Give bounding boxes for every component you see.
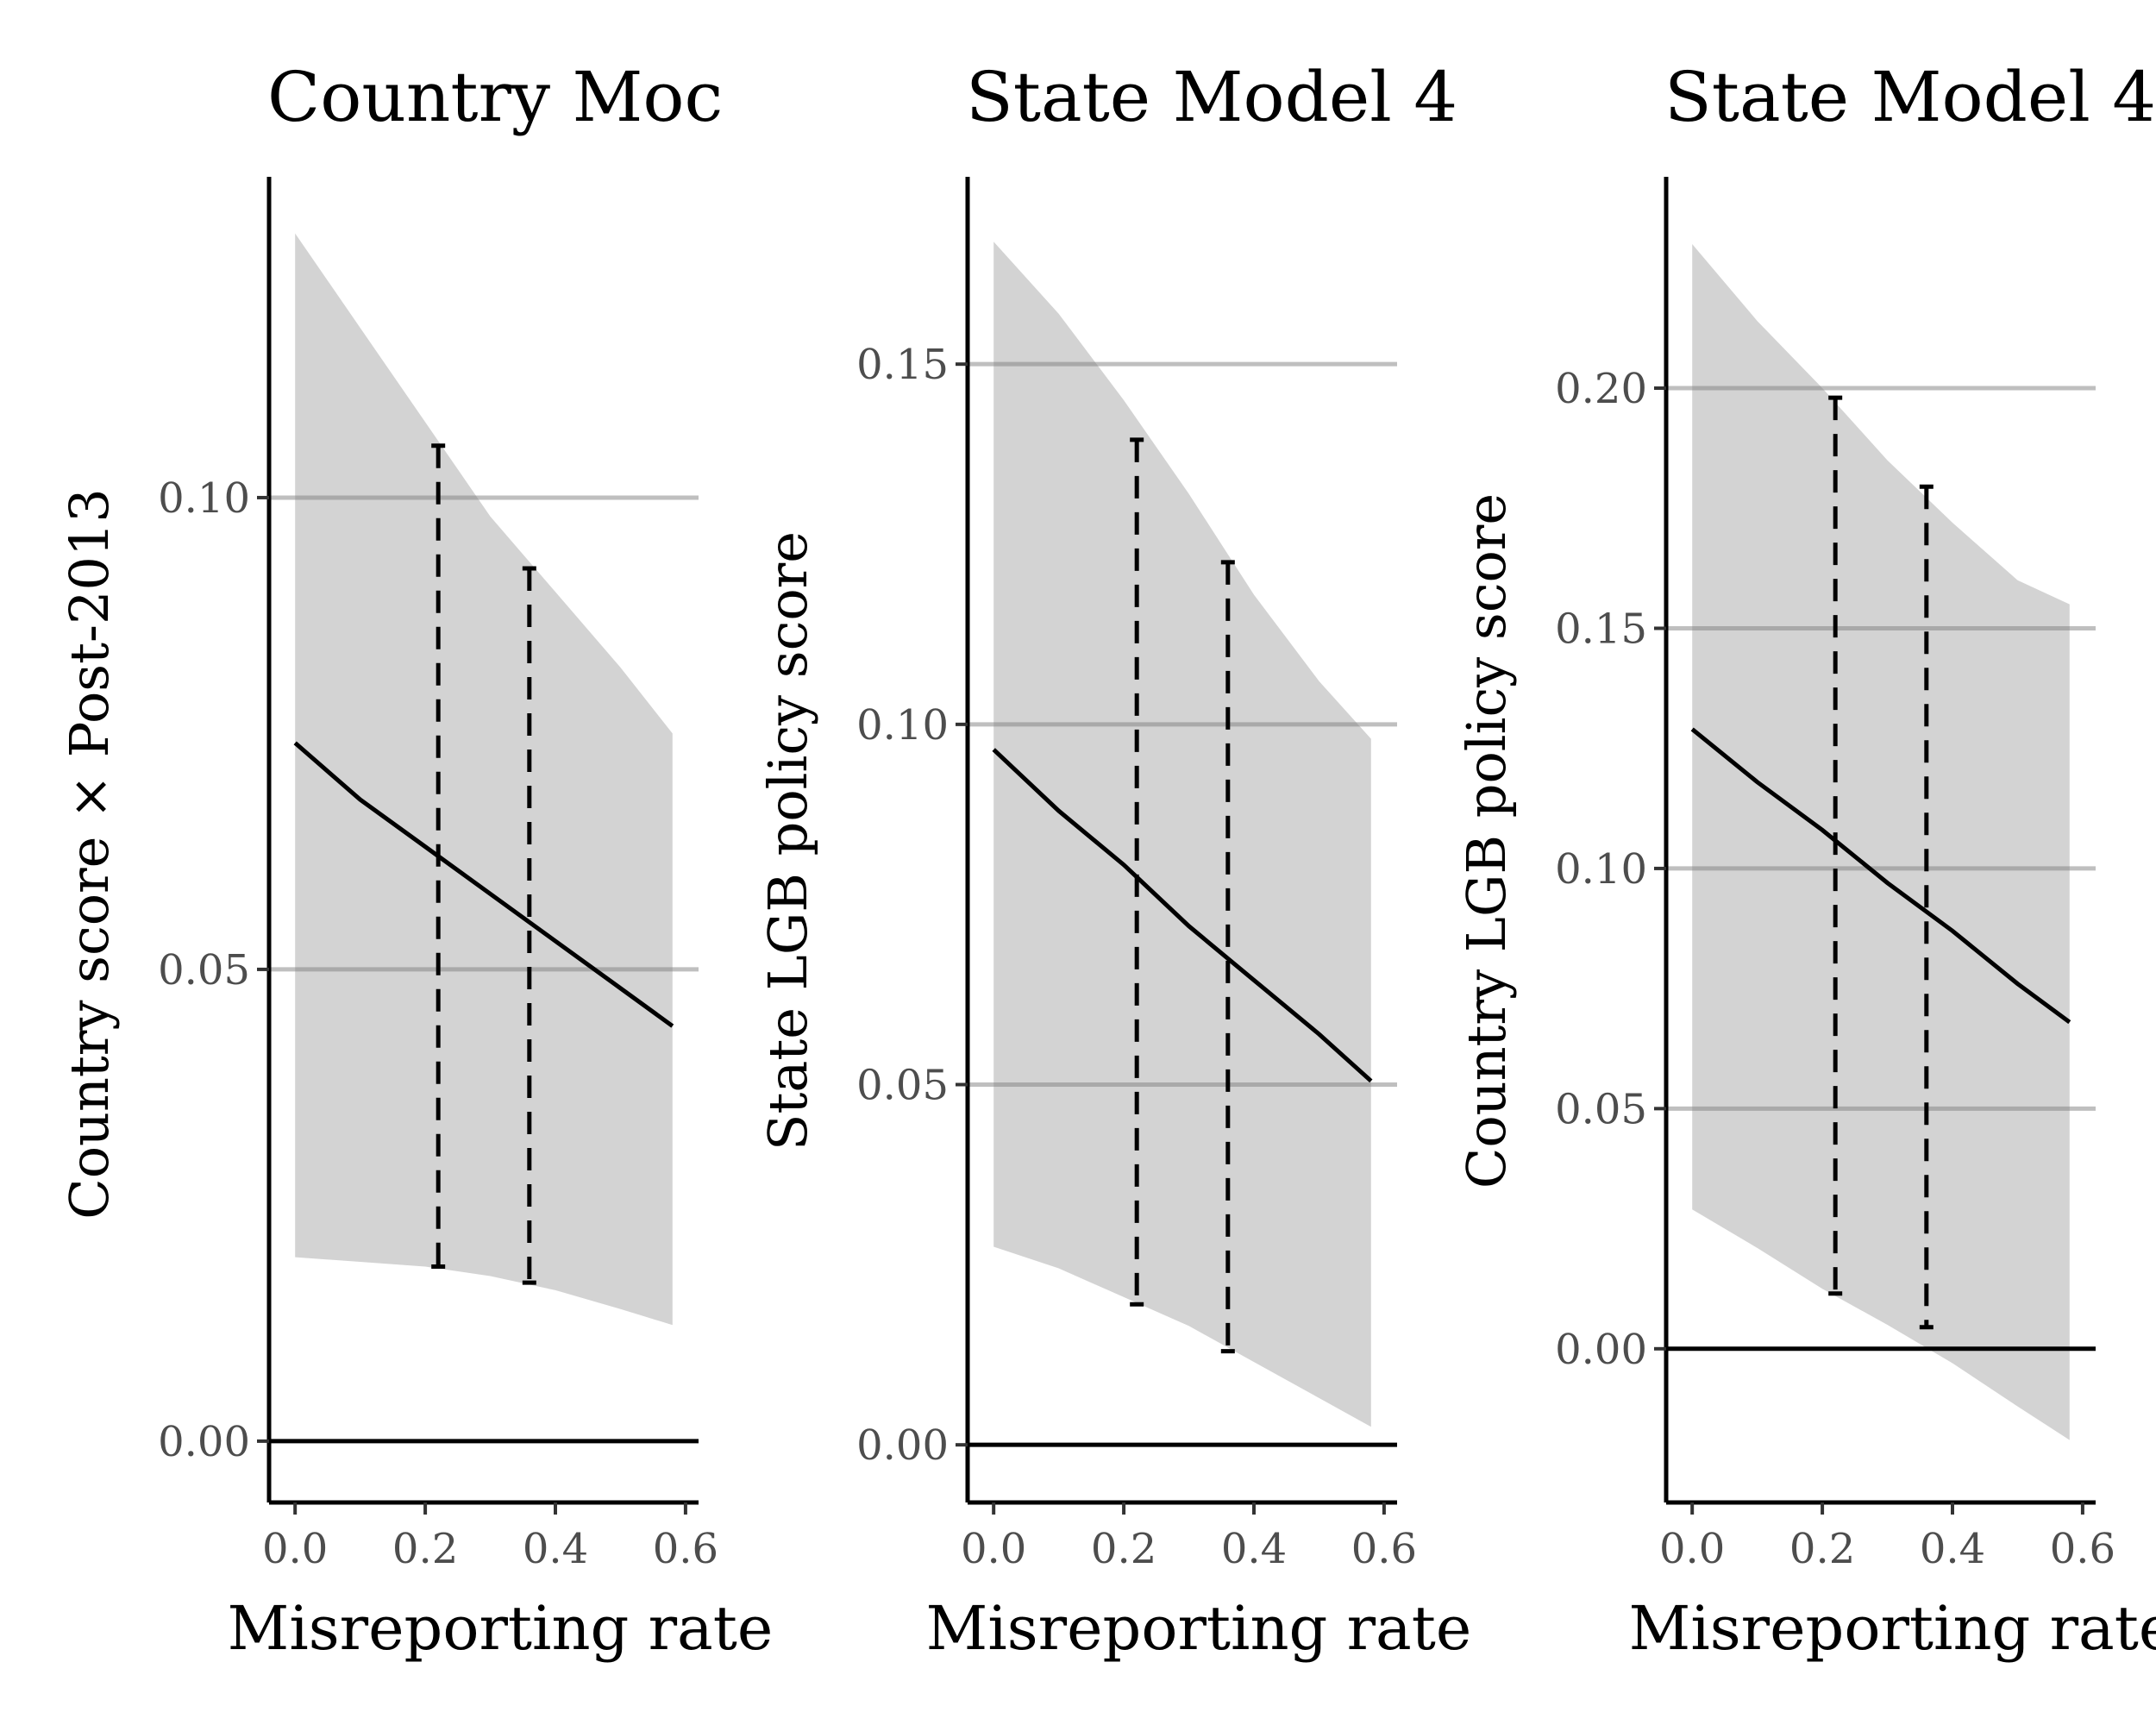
- panel-3-estimate-line: [1690, 727, 2071, 1025]
- panel-2-intervals: [1130, 437, 1235, 1354]
- panel-1-xlabel: Misreporting rate: [228, 1593, 774, 1664]
- panel-3-axes: [1664, 177, 2096, 1505]
- panel-1-band: [295, 233, 673, 1326]
- panel-1-y-tick-label-2: 0.10: [158, 474, 250, 523]
- panel-2-x-tick-label-0: 0.0: [961, 1525, 1026, 1573]
- panel-2-title: State Model 4: [966, 57, 1457, 137]
- panel-3-title: State Model 4: [1664, 57, 2156, 137]
- panel-1-line: [293, 741, 674, 1028]
- panel-3-intervals: [1828, 395, 1934, 1330]
- panel-1-confidence-band: [295, 233, 673, 1326]
- panel-1-ylabel: Country score × Post-2013: [58, 488, 121, 1219]
- panel-2-y-tick-label-2: 0.10: [856, 701, 949, 750]
- panel-1-y-tick-label-0: 0.00: [158, 1418, 250, 1466]
- panel-3-ticks: 0.0 0.2 0.4 0.6 0.00 0.05 0.10 0.15 0.20: [1555, 365, 2115, 1573]
- panel-1-ticks: 0.0 0.2 0.4 0.6 0.00 0.05 0.10: [158, 474, 718, 1573]
- panel-1-axes: [266, 177, 699, 1505]
- panel-1-title: Country Moc: [267, 57, 723, 137]
- panel-1-x-tick-label-1: 0.2: [392, 1525, 458, 1573]
- panel-2-confidence-band: [993, 242, 1371, 1427]
- panel-3-x-tick-label-0: 0.0: [1659, 1525, 1725, 1573]
- panel-1: 0.0 0.2 0.4 0.6 0.00 0.05 0.10 Country Moc Mis…: [58, 57, 773, 1664]
- panel-3-xlabel: Misreporting rate: [1629, 1593, 2156, 1664]
- panel-2-y-tick-label-0: 0.00: [856, 1421, 949, 1470]
- panel-2-gridlines: [968, 361, 1397, 1447]
- panel-2-y-tick-label-3: 0.15: [856, 341, 949, 389]
- panel-2-band: [993, 242, 1371, 1427]
- panel-2: 0.0 0.2 0.4 0.6 0.00 0.05 0.10 0.15 State Model…: [756, 57, 1471, 1664]
- panel-2-axes: [965, 177, 1397, 1505]
- panel-1-y-tick-label-1: 0.05: [158, 946, 250, 994]
- panel-3-gridlines: [1666, 386, 2096, 1352]
- panel-3-y-tick-label-3: 0.15: [1555, 605, 1647, 653]
- panel-1-estimate-line: [293, 741, 674, 1028]
- panel-3-band: [1692, 244, 2070, 1440]
- panel-2-xlabel: Misreporting rate: [926, 1593, 1472, 1664]
- panel-3-ylabel: Country LGB policy score: [1455, 493, 1518, 1189]
- panel-1-x-tick-label-3: 0.6: [653, 1525, 718, 1573]
- panel-2-x-tick-label-2: 0.4: [1221, 1525, 1287, 1573]
- panel-3-y-tick-label-0: 0.00: [1555, 1326, 1647, 1374]
- panel-3-confidence-band: [1692, 244, 2070, 1440]
- panel-2-x-tick-label-1: 0.2: [1091, 1525, 1156, 1573]
- panel-2-x-tick-label-3: 0.6: [1351, 1525, 1417, 1573]
- panel-2-ylabel: State LGB policy score: [756, 531, 819, 1151]
- panel-3-y-tick-label-1: 0.05: [1555, 1085, 1647, 1133]
- panel-1-gridlines: [269, 495, 699, 1444]
- panel-3: 0.0 0.2 0.4 0.6 0.00 0.05 0.10 0.15 0.20 State M…: [1455, 57, 2156, 1664]
- panel-3-y-tick-label-2: 0.10: [1555, 845, 1647, 894]
- panel-1-x-tick-label-2: 0.4: [523, 1525, 588, 1573]
- panel-1-x-tick-label-0: 0.0: [262, 1525, 328, 1573]
- panel-2-y-tick-label-1: 0.05: [856, 1062, 949, 1110]
- panel-2-line: [992, 748, 1373, 1083]
- panel-2-ticks: 0.0 0.2 0.4 0.6 0.00 0.05 0.10 0.15: [856, 341, 1417, 1573]
- panel-3-y-tick-label-4: 0.20: [1555, 365, 1647, 413]
- panel-3-x-tick-label-2: 0.4: [1920, 1525, 1985, 1573]
- panel-3-line: [1690, 727, 2071, 1025]
- panel-3-x-tick-label-3: 0.6: [2050, 1525, 2115, 1573]
- panel-2-estimate-line: [992, 748, 1373, 1083]
- panel-3-x-tick-label-1: 0.2: [1789, 1525, 1855, 1573]
